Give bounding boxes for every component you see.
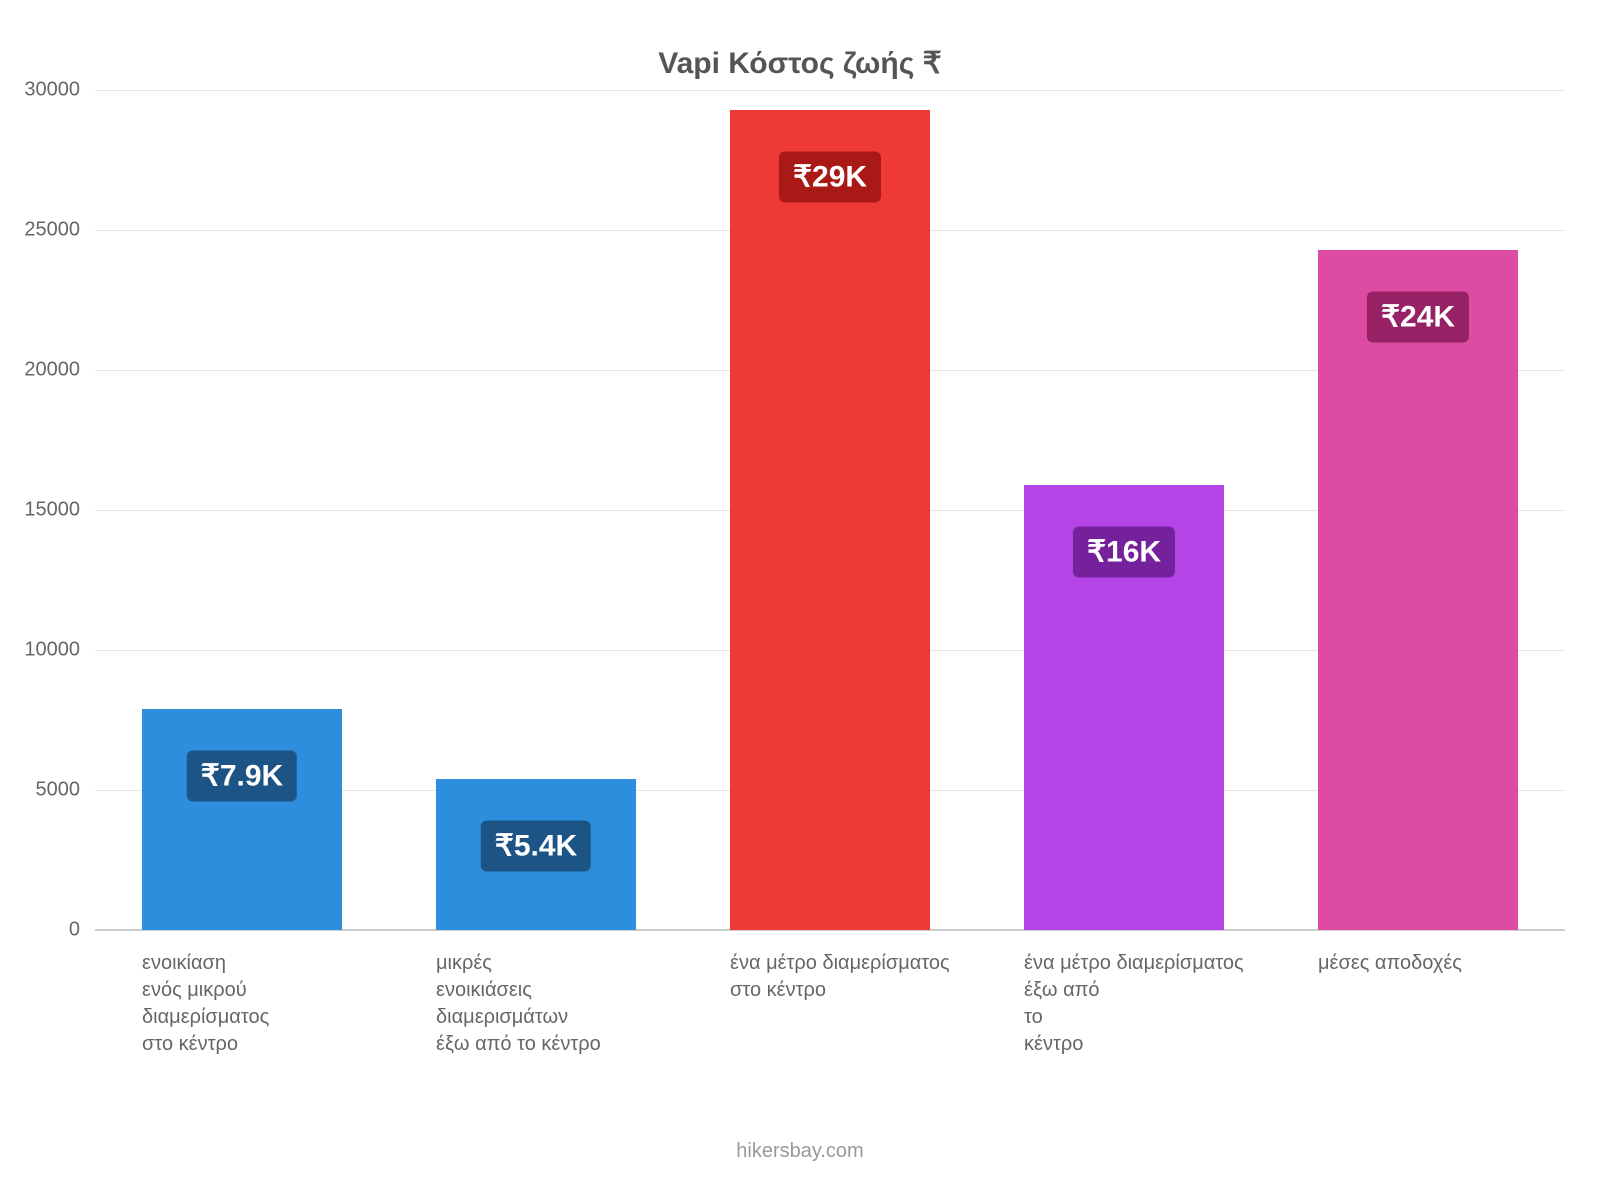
bar-value-label: ₹29K <box>779 151 881 202</box>
x-category-label: ενοικίαση ενός μικρού διαμερίσματος στο … <box>142 950 372 1058</box>
y-tick-label: 5000 <box>0 779 80 802</box>
x-category-label: μέσες αποδοχές <box>1318 950 1548 977</box>
x-category-label: ένα μέτρο διαμερίσματος έξω από το κέντρ… <box>1024 950 1254 1058</box>
y-gridline <box>95 90 1565 91</box>
y-tick-label: 15000 <box>0 499 80 522</box>
y-tick-label: 20000 <box>0 359 80 382</box>
plot-area: ₹7.9K ₹5.4K ₹29K ₹16K ₹24K <box>95 90 1565 930</box>
y-tick-label: 10000 <box>0 639 80 662</box>
bar-value-label: ₹5.4K <box>481 821 591 872</box>
y-tick-label: 30000 <box>0 79 80 102</box>
bar <box>142 709 342 930</box>
bar <box>730 110 930 930</box>
bar-value-label: ₹24K <box>1367 291 1469 342</box>
chart-title: Vapi Κόστος ζωής ₹ <box>0 46 1600 81</box>
y-tick-label: 0 <box>0 919 80 942</box>
attribution: hikersbay.com <box>0 1140 1600 1163</box>
bar <box>1318 250 1518 930</box>
x-category-label: ένα μέτρο διαμερίσματος στο κέντρο <box>730 950 960 1004</box>
chart-container: Vapi Κόστος ζωής ₹ ₹7.9K ₹5.4K ₹29K ₹16K ₹24… <box>0 0 1600 1200</box>
bar-value-label: ₹16K <box>1073 527 1175 578</box>
bar-value-label: ₹7.9K <box>187 751 297 802</box>
y-tick-label: 25000 <box>0 219 80 242</box>
x-category-label: μικρές ενοικιάσεις διαμερισμάτων έξω από… <box>436 950 666 1058</box>
